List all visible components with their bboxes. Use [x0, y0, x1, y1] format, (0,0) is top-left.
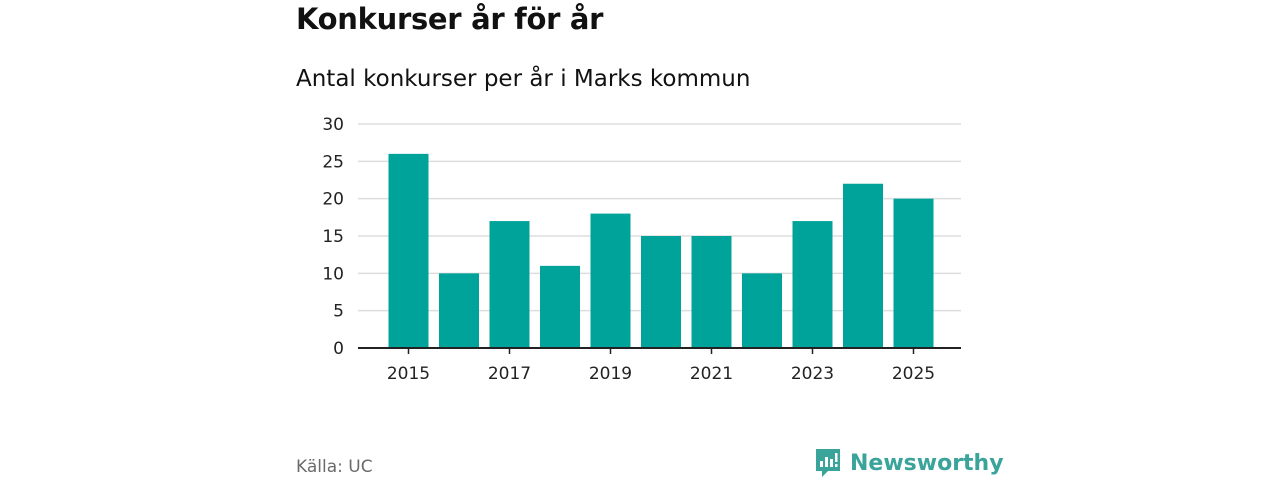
x-tick-label: 2015 [387, 364, 430, 384]
y-tick-label: 15 [322, 227, 344, 247]
brand-logo: Newsworthy [814, 446, 1004, 480]
bar-2025 [893, 198, 934, 348]
y-tick-label: 20 [322, 190, 344, 210]
bar-2017 [489, 221, 530, 348]
x-tick-label: 2021 [690, 364, 733, 384]
y-tick-label: 0 [333, 339, 344, 359]
bar-2018 [540, 265, 580, 348]
bar-2021 [691, 236, 732, 348]
y-tick-label: 5 [333, 302, 344, 322]
chart-title: Konkurser år för år [296, 2, 604, 36]
axes [358, 347, 961, 354]
bar-2015 [388, 153, 429, 348]
x-tick-label: 2025 [892, 364, 935, 384]
bar-2020 [641, 236, 681, 348]
bar-2024 [843, 183, 883, 348]
chart-subtitle: Antal konkurser per år i Marks kommun [296, 66, 751, 92]
bar-2023 [792, 221, 833, 348]
bar-2016 [439, 273, 479, 348]
y-tick-label: 10 [322, 264, 344, 284]
source-note: Källa: UC [296, 457, 373, 477]
x-tick-label: 2023 [791, 364, 834, 384]
bar-2019 [590, 213, 631, 348]
y-tick-label: 25 [322, 152, 344, 172]
x-tick-label: 2019 [589, 364, 632, 384]
newsworthy-logo-icon [816, 449, 840, 477]
bars [388, 153, 934, 348]
x-tick-label: 2017 [488, 364, 531, 384]
bar-2022 [742, 273, 782, 348]
brand-name: Newsworthy [850, 450, 1004, 476]
y-tick-label: 30 [322, 115, 344, 135]
